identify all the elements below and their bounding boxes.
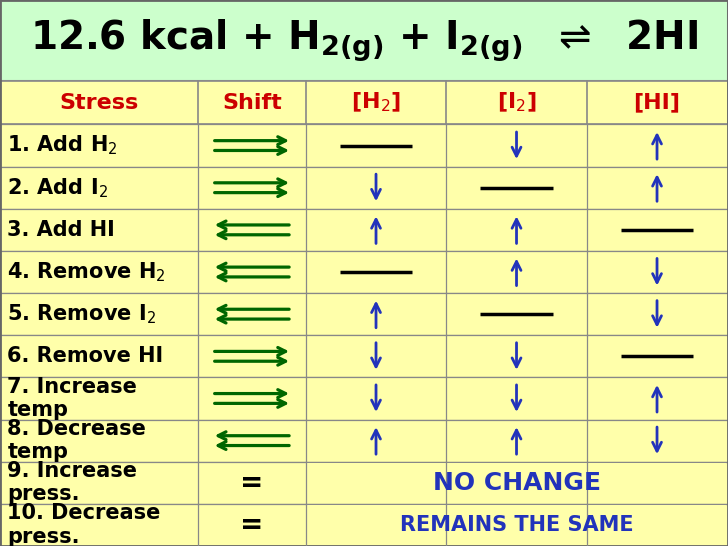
Text: =: = bbox=[240, 469, 264, 497]
Bar bbox=[0, 0, 728, 81]
Text: 4. Remove H$_2$: 4. Remove H$_2$ bbox=[7, 260, 166, 284]
Text: [H$_2$]: [H$_2$] bbox=[351, 91, 401, 114]
Text: 6. Remove HI: 6. Remove HI bbox=[7, 346, 163, 366]
Bar bbox=[0, 167, 728, 209]
Bar bbox=[0, 293, 728, 335]
Bar bbox=[0, 81, 728, 124]
Bar bbox=[0, 504, 728, 546]
Text: 12.6 kcal + H$_{\mathbf{2(g)}}$ + I$_{\mathbf{2(g)}}$  $\rightleftharpoons$  2HI: 12.6 kcal + H$_{\mathbf{2(g)}}$ + I$_{\m… bbox=[30, 17, 698, 64]
Bar bbox=[0, 335, 728, 377]
Text: Shift: Shift bbox=[222, 93, 282, 112]
Bar bbox=[0, 251, 728, 293]
Text: Stress: Stress bbox=[60, 93, 138, 112]
Bar bbox=[307, 506, 726, 544]
Text: [HI]: [HI] bbox=[633, 93, 681, 112]
Text: 10. Decrease
press.: 10. Decrease press. bbox=[7, 503, 161, 546]
Text: 5. Remove I$_2$: 5. Remove I$_2$ bbox=[7, 302, 157, 326]
Bar bbox=[0, 462, 728, 504]
Text: 8. Decrease
temp: 8. Decrease temp bbox=[7, 419, 146, 462]
Bar bbox=[0, 377, 728, 419]
Text: REMAINS THE SAME: REMAINS THE SAME bbox=[400, 515, 633, 535]
Text: =: = bbox=[240, 511, 264, 539]
Text: 3. Add HI: 3. Add HI bbox=[7, 220, 115, 240]
Text: NO CHANGE: NO CHANGE bbox=[432, 471, 601, 495]
Text: 2. Add I$_2$: 2. Add I$_2$ bbox=[7, 176, 108, 199]
Bar bbox=[0, 419, 728, 462]
Bar bbox=[0, 209, 728, 251]
Text: 1. Add H$_2$: 1. Add H$_2$ bbox=[7, 134, 118, 157]
Text: 9. Increase
press.: 9. Increase press. bbox=[7, 461, 138, 505]
Bar bbox=[307, 464, 726, 502]
Bar bbox=[0, 124, 728, 167]
Text: 7. Increase
temp: 7. Increase temp bbox=[7, 377, 137, 420]
Text: [I$_2$]: [I$_2$] bbox=[496, 91, 537, 114]
